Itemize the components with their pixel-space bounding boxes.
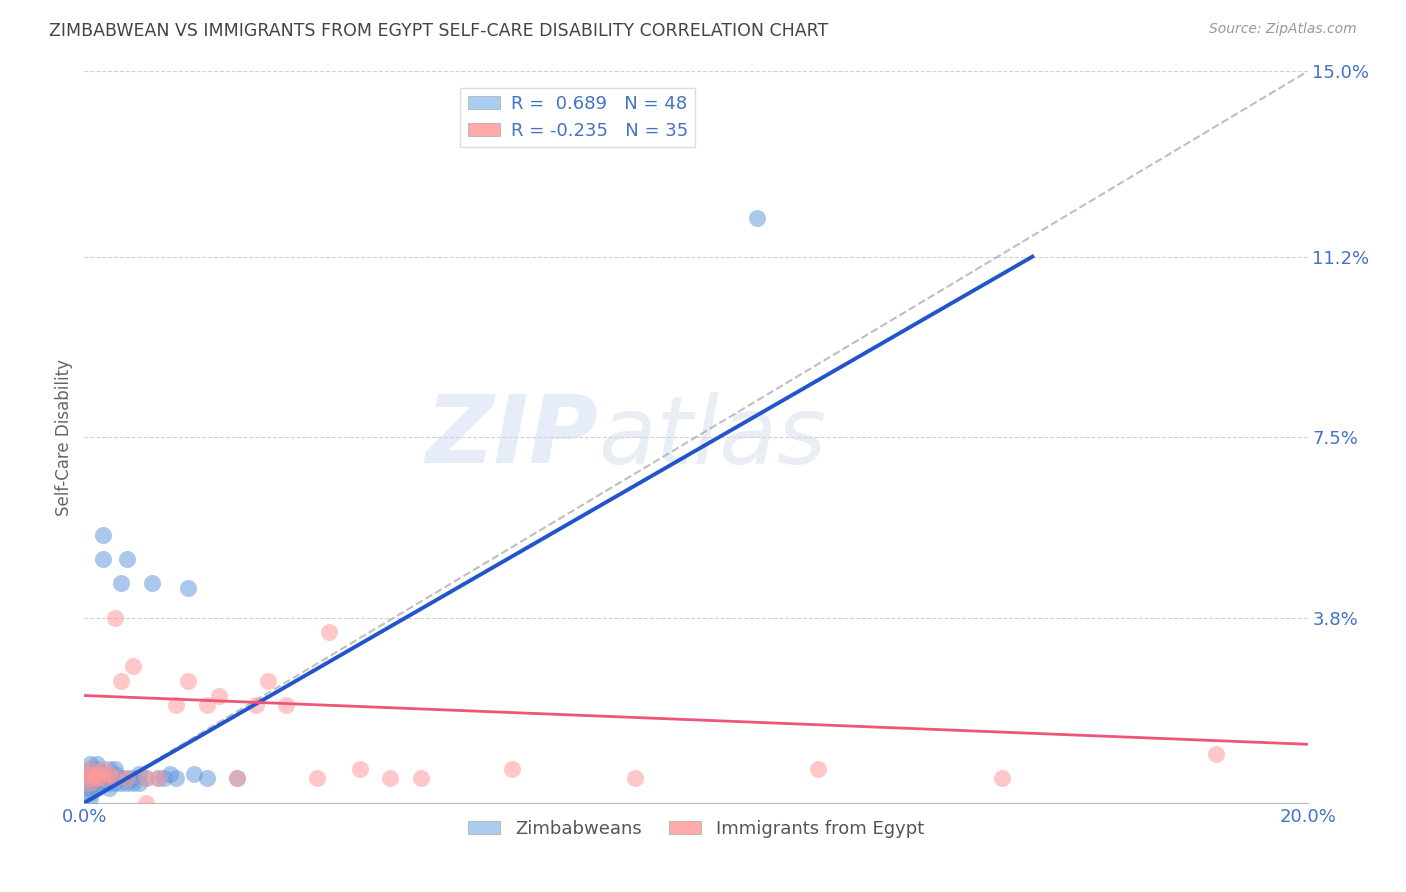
Point (91, 772, 114, 786)
Point (97, 766, 120, 780)
Point (97, 762, 120, 776)
Point (747, 211, 769, 225)
Point (807, 762, 830, 776)
Point (146, 772, 169, 786)
Point (165, 698, 187, 713)
Point (97, 781, 120, 796)
Point (86, 776, 108, 790)
Point (128, 776, 150, 790)
Point (110, 776, 132, 790)
Point (91, 772, 114, 786)
Point (79, 762, 101, 776)
Point (115, 772, 138, 786)
Y-axis label: Self-Care Disability: Self-Care Disability (55, 359, 73, 516)
Point (1205, 747, 1227, 761)
Legend: Zimbabweans, Immigrants from Egypt: Zimbabweans, Immigrants from Egypt (461, 813, 931, 845)
Point (349, 762, 371, 776)
Point (146, 772, 169, 786)
Point (110, 673, 132, 688)
Point (79, 766, 101, 780)
Point (104, 776, 127, 790)
Point (245, 698, 267, 713)
Point (104, 610, 127, 624)
Point (122, 776, 145, 790)
Point (79, 762, 101, 776)
Point (115, 552, 138, 566)
Point (86, 756, 108, 771)
Point (502, 762, 524, 776)
Point (86, 781, 108, 796)
Text: Source: ZipAtlas.com: Source: ZipAtlas.com (1209, 22, 1357, 37)
Text: atlas: atlas (598, 392, 827, 483)
Point (91, 527, 114, 541)
Point (165, 772, 187, 786)
Point (135, 772, 157, 786)
Point (86, 766, 108, 780)
Point (104, 772, 127, 786)
Point (91, 762, 114, 776)
Point (409, 772, 432, 786)
Point (79, 766, 101, 780)
Point (104, 772, 127, 786)
Point (991, 772, 1014, 786)
Point (79, 781, 101, 796)
Point (380, 772, 402, 786)
Point (177, 581, 200, 595)
Point (97, 772, 120, 786)
Point (122, 659, 145, 673)
Point (79, 786, 101, 800)
Point (183, 766, 205, 780)
Point (97, 766, 120, 780)
Point (141, 576, 163, 591)
Point (276, 698, 298, 713)
Point (79, 772, 101, 786)
Point (115, 776, 138, 790)
Text: ZIP: ZIP (425, 391, 598, 483)
Point (104, 766, 127, 780)
Point (79, 776, 101, 790)
Point (177, 673, 200, 688)
Point (115, 772, 138, 786)
Point (624, 772, 647, 786)
Point (79, 791, 101, 805)
Point (91, 776, 114, 790)
Point (86, 766, 108, 780)
Point (86, 762, 108, 776)
Point (86, 772, 108, 786)
Point (195, 772, 218, 786)
Point (135, 796, 157, 810)
Point (104, 762, 127, 776)
Point (128, 766, 150, 780)
Text: ZIMBABWEAN VS IMMIGRANTS FROM EGYPT SELF-CARE DISABILITY CORRELATION CHART: ZIMBABWEAN VS IMMIGRANTS FROM EGYPT SELF… (49, 22, 828, 40)
Point (195, 698, 218, 713)
Point (79, 756, 101, 771)
Point (153, 772, 176, 786)
Point (122, 772, 145, 786)
Point (226, 772, 249, 786)
Point (318, 625, 340, 640)
Point (159, 766, 181, 780)
Point (208, 689, 231, 703)
Point (110, 576, 132, 591)
Point (97, 776, 120, 790)
Point (79, 776, 101, 790)
Point (135, 772, 157, 786)
Point (86, 772, 108, 786)
Point (79, 772, 101, 786)
Point (257, 673, 280, 688)
Point (305, 772, 328, 786)
Point (226, 772, 249, 786)
Point (110, 772, 132, 786)
Point (91, 552, 114, 566)
